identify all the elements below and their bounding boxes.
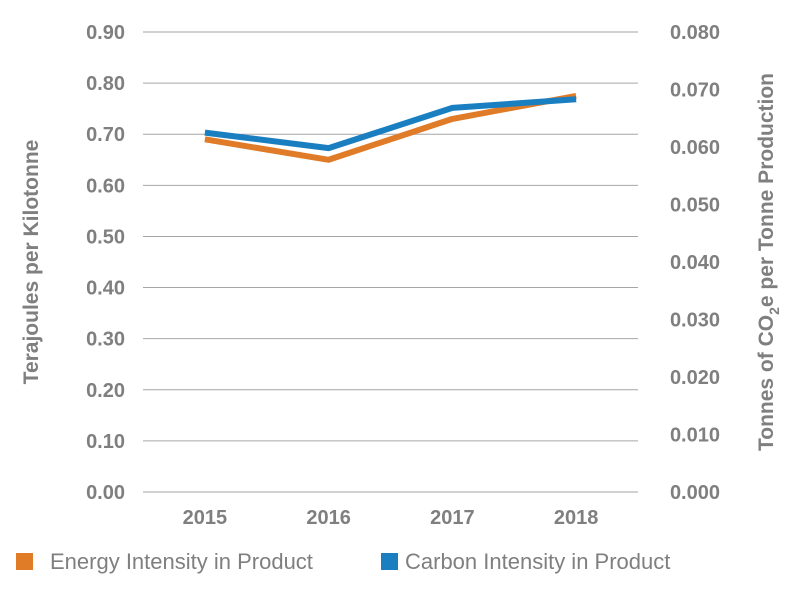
right-tick-label: 0.020 [670,367,720,389]
left-tick-label: 0.30 [86,329,125,351]
right-tick-label: 0.000 [670,482,720,504]
left-tick-label: 0.60 [86,175,125,197]
right-tick-label: 0.050 [670,195,720,217]
right-tick-label: 0.060 [670,137,720,159]
x-tick-label: 2017 [430,507,475,529]
left-axis-ticks: 0.00 0.10 0.20 0.30 0.40 0.50 0.60 0.70 0.80 0.90 [86,22,125,504]
series-lines [204,92,577,163]
left-tick-label: 0.00 [86,482,125,504]
left-tick-label: 0.40 [86,278,125,300]
x-tick-label: 2016 [306,507,351,529]
gridlines [143,31,638,493]
left-tick-label: 0.20 [86,380,125,402]
left-tick-label: 0.70 [86,124,125,146]
right-axis-title-subscript: 2 [766,307,782,315]
carbon-intensity-line [204,96,577,152]
left-tick-label: 0.50 [86,226,125,248]
right-axis-title-prefix: Tonnes of CO [755,315,778,451]
left-tick-label: 0.80 [86,73,125,95]
x-axis-ticks: 2015 2016 2017 2018 [183,507,599,529]
legend-label-energy: Energy Intensity in Product [50,549,313,574]
legend-swatch-energy [16,553,33,570]
left-tick-label: 0.90 [86,22,125,44]
right-axis-title-suffix: e per Tonne Production [755,73,778,307]
right-axis-ticks: 0.000 0.010 0.020 0.030 0.040 0.050 0.060 0.070… [670,22,720,504]
left-tick-label: 0.10 [86,431,125,453]
right-axis-title: Tonnes of CO2e per Tonne Production [755,73,782,451]
right-tick-label: 0.030 [670,310,720,332]
right-tick-label: 0.010 [670,425,720,447]
right-tick-label: 0.080 [670,22,720,44]
x-tick-label: 2018 [554,507,599,529]
x-tick-label: 2015 [183,507,228,529]
energy-intensity-line [204,92,577,163]
left-axis-title: Terajoules per Kilotonne [20,140,43,385]
right-tick-label: 0.040 [670,252,720,274]
legend: Energy Intensity in Product Carbon Inten… [16,549,670,574]
right-tick-label: 0.070 [670,80,720,102]
legend-swatch-carbon [381,553,398,570]
legend-label-carbon: Carbon Intensity in Product [405,549,670,574]
